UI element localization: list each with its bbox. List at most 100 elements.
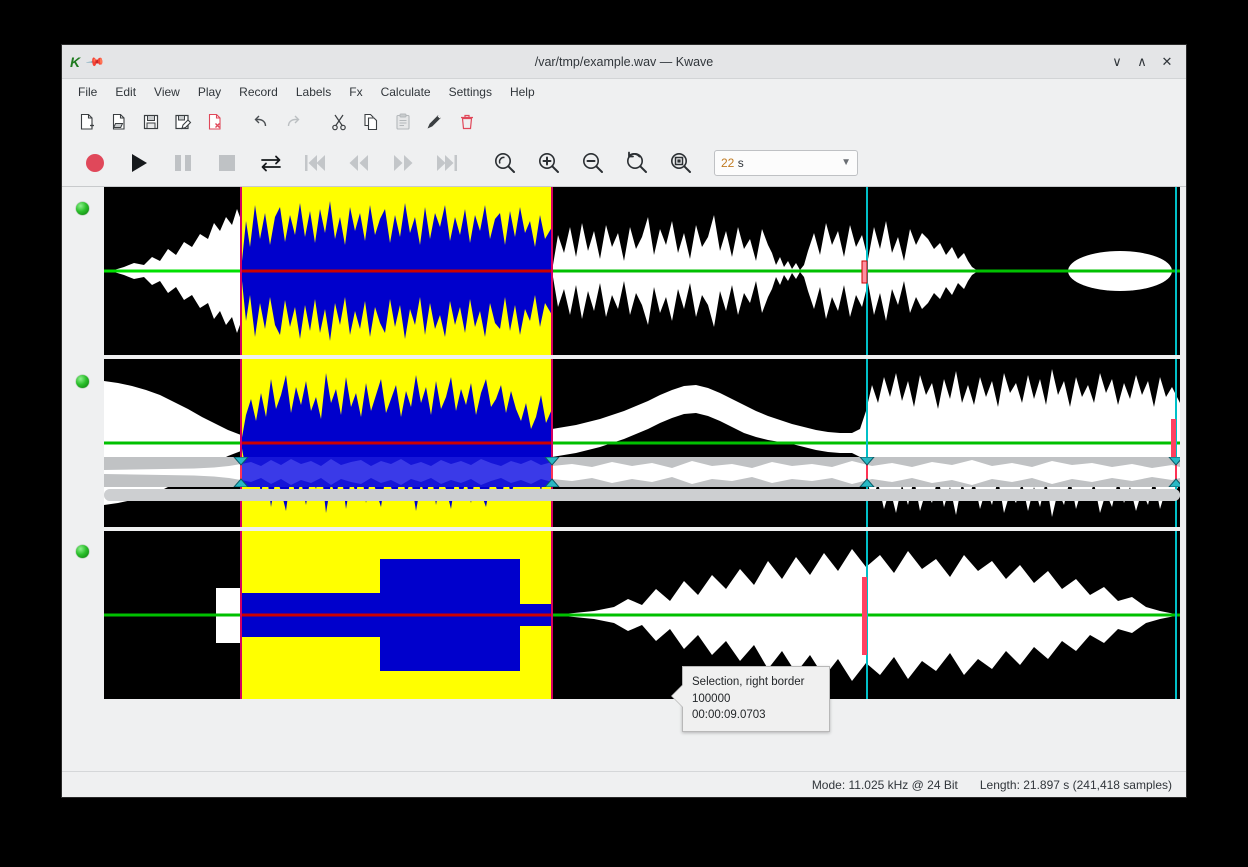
pause-button[interactable] <box>162 143 204 183</box>
save-file-button[interactable] <box>136 108 166 136</box>
save-as-button[interactable] <box>168 108 198 136</box>
tooltip-time: 00:00:09.0703 <box>692 709 766 722</box>
menu-fx[interactable]: Fx <box>349 85 363 99</box>
menu-calculate[interactable]: Calculate <box>380 85 431 99</box>
menu-play[interactable]: Play <box>197 85 222 99</box>
maximize-button[interactable]: ∧ <box>1137 53 1147 69</box>
zoom-selection-icon <box>495 152 515 173</box>
play-icon <box>132 153 147 172</box>
save-file-icon <box>143 114 159 130</box>
title-bar: K 📌 /var/tmp/example.wav — Kwave ∨ ∧ ✕ <box>62 45 1186 79</box>
pause-icon <box>175 154 191 171</box>
playback-toolbar: 22 s ▼ <box>62 139 1186 187</box>
track-3-waveform[interactable] <box>104 531 1180 699</box>
minimize-button[interactable]: ∨ <box>1112 53 1122 69</box>
new-file-icon <box>80 113 94 130</box>
zoom-all-icon <box>671 152 691 173</box>
window-title: /var/tmp/example.wav — Kwave <box>534 54 714 69</box>
loop-icon <box>261 155 281 171</box>
zoom-all-button[interactable] <box>660 143 702 183</box>
skip-start-icon <box>305 154 325 171</box>
cut-button[interactable] <box>324 108 354 136</box>
close-file-icon <box>208 113 221 130</box>
menu-file[interactable]: File <box>78 85 98 99</box>
zoom-in-button[interactable] <box>528 143 570 183</box>
redo-button[interactable] <box>278 108 308 136</box>
menu-bar: File Edit View Play Record Labels Fx Cal… <box>62 79 1186 105</box>
titlebar-left: K 📌 <box>62 51 106 71</box>
forward-button[interactable] <box>382 143 424 183</box>
menu-record[interactable]: Record <box>239 85 278 99</box>
track-3-canvas <box>104 531 1180 699</box>
zoom-selection-button[interactable] <box>484 143 526 183</box>
menu-settings[interactable]: Settings <box>448 85 492 99</box>
horizontal-scrollbar[interactable] <box>104 489 1180 501</box>
loop-button[interactable] <box>250 143 292 183</box>
overview-strip[interactable] <box>104 457 1180 487</box>
cut-icon <box>332 114 346 131</box>
zoom-level-unit: s <box>734 155 744 170</box>
save-as-icon <box>175 114 192 130</box>
tooltip-title: Selection, right border <box>692 676 805 688</box>
record-button[interactable] <box>74 143 116 183</box>
track-1-canvas <box>104 187 1180 355</box>
crop-button[interactable] <box>420 108 450 136</box>
window-controls: ∨ ∧ ✕ <box>1106 51 1186 73</box>
track-1-waveform[interactable] <box>104 187 1180 355</box>
horizontal-scrollbar-row <box>62 487 1186 503</box>
menu-view[interactable]: View <box>154 85 180 99</box>
zoom-in-icon <box>539 152 559 173</box>
tooltip-tail <box>672 685 683 707</box>
kwave-window: K 📌 /var/tmp/example.wav — Kwave ∨ ∧ ✕ F… <box>62 45 1186 797</box>
menu-labels[interactable]: Labels <box>295 85 332 99</box>
close-button[interactable]: ✕ <box>1161 53 1173 69</box>
track-3-enabled-led[interactable] <box>76 545 89 558</box>
track-2-enabled-led[interactable] <box>76 375 89 388</box>
zoom-reset-icon <box>627 151 647 173</box>
track-controls-panel <box>62 187 104 558</box>
copy-button[interactable] <box>356 108 386 136</box>
menu-help[interactable]: Help <box>509 85 535 99</box>
kwave-logo-icon: K <box>70 53 81 70</box>
track-area: Selection, right border 100000 00:00:09.… <box>62 187 1186 733</box>
paste-button[interactable] <box>388 108 418 136</box>
zoom-out-button[interactable] <box>572 143 614 183</box>
menu-edit[interactable]: Edit <box>115 85 137 99</box>
redo-icon <box>287 115 300 127</box>
stop-button[interactable] <box>206 143 248 183</box>
track-2-canvas <box>104 359 1180 527</box>
skip-start-button[interactable] <box>294 143 336 183</box>
scrollbar-thumb[interactable] <box>104 489 1180 501</box>
record-icon <box>86 153 104 172</box>
overview-canvas <box>104 457 1180 487</box>
status-bar: Mode: 11.025 kHz @ 24 Bit Length: 21.897… <box>62 771 1186 797</box>
zoom-level-combobox[interactable]: 22 s ▼ <box>714 149 858 176</box>
selection-tooltip: Selection, right border 100000 00:00:09.… <box>672 666 830 733</box>
delete-button[interactable] <box>452 108 482 136</box>
close-file-button[interactable] <box>200 108 230 136</box>
rewind-button[interactable] <box>338 143 380 183</box>
open-file-button[interactable] <box>104 108 134 136</box>
play-button[interactable] <box>118 143 160 183</box>
chevron-down-icon[interactable]: ▼ <box>841 157 851 168</box>
open-file-icon <box>112 113 125 130</box>
stop-icon <box>219 154 235 171</box>
paste-icon <box>396 113 410 130</box>
new-file-button[interactable] <box>72 108 102 136</box>
zoom-level-value: 22 s <box>721 156 841 170</box>
crop-icon <box>427 115 441 129</box>
forward-icon <box>394 154 413 171</box>
tracks-container: Selection, right border 100000 00:00:09.… <box>104 187 1186 733</box>
undo-icon <box>254 115 267 127</box>
skip-end-button[interactable] <box>426 143 468 183</box>
delete-icon <box>461 114 473 130</box>
pin-icon[interactable]: 📌 <box>85 51 106 72</box>
undo-button[interactable] <box>246 108 276 136</box>
zoom-out-icon <box>583 152 603 173</box>
track-2-waveform[interactable] <box>104 359 1180 527</box>
zoom-reset-button[interactable] <box>616 143 658 183</box>
zoom-level-number: 22 <box>721 155 735 170</box>
track-1-enabled-led[interactable] <box>76 202 89 215</box>
skip-end-icon <box>437 154 457 171</box>
copy-icon <box>364 113 378 131</box>
